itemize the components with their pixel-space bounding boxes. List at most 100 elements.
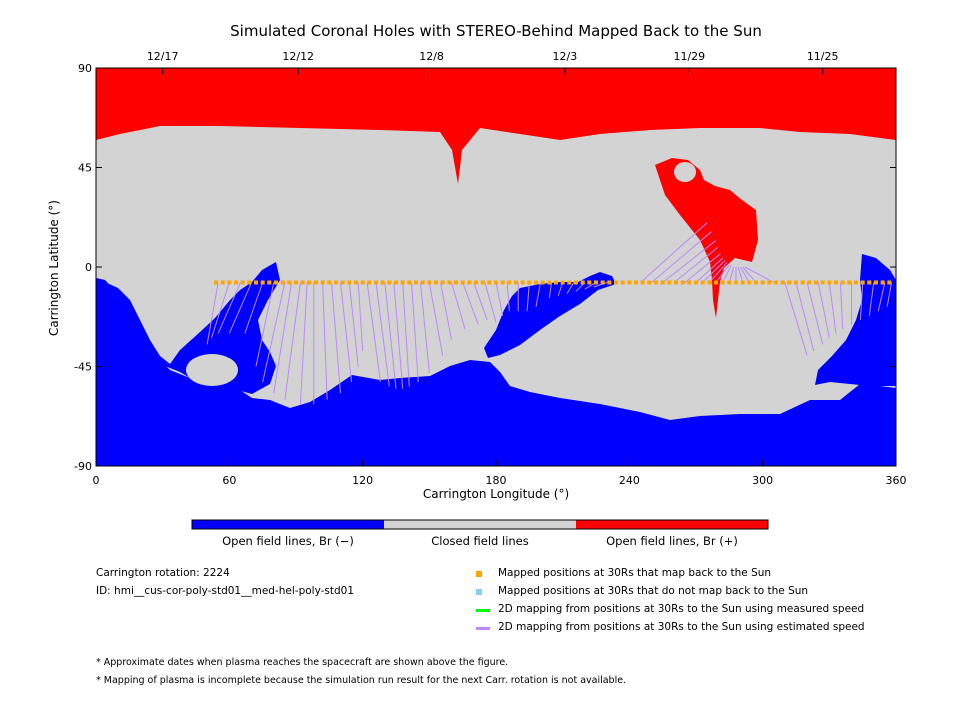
colorbar-closed xyxy=(384,520,576,529)
x-tick-label: 60 xyxy=(222,474,236,487)
mapped-point xyxy=(434,280,438,285)
footpoint-line xyxy=(228,282,253,334)
date-axis: 12/17 12/12 12/8 12/3 11/29 11/25 xyxy=(147,50,839,74)
footpoint-line xyxy=(206,282,219,345)
colorbar-frame xyxy=(191,519,769,530)
mapped-point xyxy=(647,280,652,285)
mapped-point xyxy=(314,280,318,285)
mapped-point xyxy=(554,280,558,285)
x-axis-label: Carrington Longitude (°) xyxy=(423,487,569,501)
footpoint-line xyxy=(722,264,733,283)
mapped-point xyxy=(400,280,405,285)
mapped-point xyxy=(280,280,285,285)
footpoint-line xyxy=(784,282,808,356)
mapped-point xyxy=(587,280,592,285)
mapped-point xyxy=(614,280,618,285)
x-tick-label: 120 xyxy=(352,474,373,487)
footpoint-line xyxy=(877,282,886,312)
footpoint-line xyxy=(868,282,875,316)
mapped-point xyxy=(767,280,772,285)
footpoint-line xyxy=(262,282,286,383)
footpoint-line xyxy=(211,282,230,338)
colorbar-label-closed: Closed field lines xyxy=(431,534,529,548)
mapped-point xyxy=(367,280,372,285)
mapped-point xyxy=(854,280,858,285)
mapped-point xyxy=(734,280,738,285)
mapped-point xyxy=(680,280,685,285)
mapped-point xyxy=(420,280,425,285)
footpoint-line xyxy=(728,266,735,283)
footpoint-line xyxy=(695,257,724,283)
footpoint-line xyxy=(886,282,893,307)
legend-swatch-mapped xyxy=(476,571,482,577)
legend-label-measured: 2D mapping from positions at 30Rs to the… xyxy=(498,603,865,615)
mapped-point xyxy=(754,280,758,285)
mapped-point xyxy=(520,280,525,285)
footpoint-line xyxy=(566,282,575,294)
mapped-point xyxy=(600,280,605,285)
mapped-point xyxy=(880,280,885,285)
mapped-point xyxy=(634,280,638,285)
mapped-point xyxy=(227,280,232,285)
footpoint-line xyxy=(859,282,864,321)
footpoint-line xyxy=(366,282,381,383)
mapped-point xyxy=(394,280,398,285)
mapped-point xyxy=(234,280,238,285)
west-negative-lobe xyxy=(96,262,280,394)
footpoint-line xyxy=(806,282,824,345)
colorbar: Open field lines, Br (−) Closed field li… xyxy=(191,519,769,548)
mapped-point xyxy=(840,280,845,285)
footpoint-line xyxy=(495,282,504,316)
mapped-point xyxy=(374,280,378,285)
footpoint-line xyxy=(473,282,488,321)
mapped-point xyxy=(540,280,545,285)
x-tick-label: 180 xyxy=(486,474,507,487)
footpoint-line xyxy=(284,282,301,400)
mapped-point xyxy=(620,280,625,285)
mapped-point xyxy=(794,280,798,285)
mapped-point xyxy=(667,280,672,285)
x-tick-label: 0 xyxy=(93,474,100,487)
mapped-point xyxy=(220,280,225,285)
mapped-point xyxy=(800,280,805,285)
footpoint-line xyxy=(526,282,530,312)
legend-estimated: 2D mapping from positions at 30Rs to the… xyxy=(476,621,865,633)
central-negative-lobe xyxy=(484,272,616,358)
mapped-point xyxy=(660,280,665,285)
mapped-point xyxy=(700,280,705,285)
footpoint-line xyxy=(744,266,775,283)
footpoint-line xyxy=(673,246,719,283)
footpoint-line xyxy=(384,282,397,389)
footpoint-line xyxy=(428,282,444,356)
x-tick-label: 300 xyxy=(752,474,773,487)
east-negative-lobe xyxy=(815,254,896,386)
mapped-point xyxy=(547,280,552,285)
note-incomplete: * Mapping of plasma is incomplete becaus… xyxy=(96,675,627,686)
legend-label-estimated: 2D mapping from positions at 30Rs to the… xyxy=(498,621,865,633)
mapped-point xyxy=(707,280,712,285)
footpoint-line xyxy=(411,282,419,383)
date-tick-label: 12/3 xyxy=(553,50,578,63)
mapped-point xyxy=(714,280,718,285)
footpoint-line xyxy=(593,282,608,288)
mapped-point xyxy=(427,280,432,285)
mapped-point xyxy=(334,280,338,285)
mapped-point xyxy=(814,280,818,285)
footpoint-line xyxy=(402,282,410,387)
y-tick-label: 90 xyxy=(78,62,92,75)
legend-not-mapped: Mapped positions at 30Rs that do not map… xyxy=(476,585,808,597)
footpoint-line xyxy=(357,282,364,352)
mapped-point xyxy=(760,280,765,285)
mapped-point xyxy=(460,280,465,285)
footpoint-line xyxy=(299,282,308,405)
x-tick-label: 360 xyxy=(886,474,907,487)
footpoint-line xyxy=(684,253,721,283)
footpoint-line xyxy=(795,282,815,352)
positive-tongue-region xyxy=(655,158,758,318)
mapped-point xyxy=(514,280,518,285)
carrington-rotation: Carrington rotation: 2224 xyxy=(96,567,230,579)
mapped-point xyxy=(307,280,312,285)
mapped-point xyxy=(354,280,358,285)
date-tick-label: 11/25 xyxy=(807,50,839,63)
